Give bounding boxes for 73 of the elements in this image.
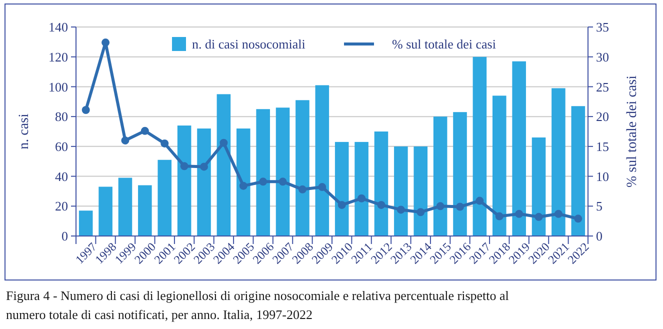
bar [78, 210, 93, 236]
y-tick-label: 40 [55, 168, 68, 184]
point [102, 38, 110, 47]
bar [414, 146, 428, 236]
point [239, 182, 248, 190]
y-tick-label: 20 [55, 198, 68, 214]
point [278, 178, 287, 186]
point [318, 183, 326, 192]
y-tick-label: 120 [48, 49, 68, 64]
point [259, 178, 268, 186]
bar [472, 56, 487, 236]
y2-tick-label: 0 [596, 228, 602, 244]
y-tick-label: 100 [48, 79, 68, 94]
point [416, 208, 425, 216]
point [574, 214, 582, 223]
bar [571, 106, 586, 236]
bar [296, 100, 310, 236]
point [377, 200, 386, 209]
y-tick-label: 0 [62, 228, 68, 244]
point [82, 106, 90, 114]
y-tick-label: 80 [55, 109, 68, 124]
point [515, 210, 524, 218]
y-tick-label: 60 [55, 138, 68, 154]
bar [334, 142, 349, 236]
point [140, 126, 149, 135]
point [338, 200, 346, 209]
point [476, 196, 484, 205]
bar [315, 85, 330, 236]
y2-tick-label: 20 [596, 109, 609, 124]
bar [532, 137, 546, 236]
point [121, 136, 130, 144]
bar [374, 132, 388, 236]
legend-label: % sul totale dei casi [392, 36, 496, 52]
legend-label: n. di casi nosocomiali [192, 36, 306, 52]
point [180, 162, 188, 170]
bar [453, 112, 467, 236]
y-tick-label: 140 [48, 20, 68, 35]
y2-tick-label: 35 [596, 20, 609, 35]
y2-tick-label: 15 [596, 138, 609, 154]
y2-tick-label: 30 [596, 49, 609, 64]
bar [98, 186, 112, 236]
point [396, 206, 405, 214]
y2-tick-label: 10 [596, 168, 609, 184]
bar [512, 61, 526, 236]
bar [177, 126, 192, 236]
y2-tick-label: 5 [596, 198, 602, 214]
y2-axis-title: % sul totale dei casi [625, 75, 640, 188]
bar [394, 146, 408, 236]
point [456, 202, 464, 211]
bar [354, 142, 368, 236]
point [358, 194, 366, 202]
point [160, 139, 169, 148]
point [200, 162, 208, 171]
bar [216, 94, 231, 236]
point [554, 210, 562, 218]
point [436, 202, 444, 210]
bar [492, 96, 506, 236]
bar [433, 116, 448, 236]
bar [236, 128, 250, 236]
y2-tick-label: 25 [596, 79, 609, 94]
y-axis-title: n. casi [17, 114, 32, 150]
bar [197, 128, 211, 236]
point [534, 212, 543, 221]
bar [138, 185, 152, 236]
bar [276, 108, 290, 236]
point [495, 212, 504, 220]
point [220, 138, 228, 147]
bar [158, 160, 172, 236]
text: Figura 4 - Numero di casi di legionellosi di origine nosocomiale e relativa percentuale rispetto al numero totale di casi notificati, per anno. Italia, 1997-2022 [6, 288, 510, 322]
point [298, 185, 306, 194]
bar [118, 178, 132, 236]
bar [552, 88, 566, 236]
bar [256, 109, 270, 236]
